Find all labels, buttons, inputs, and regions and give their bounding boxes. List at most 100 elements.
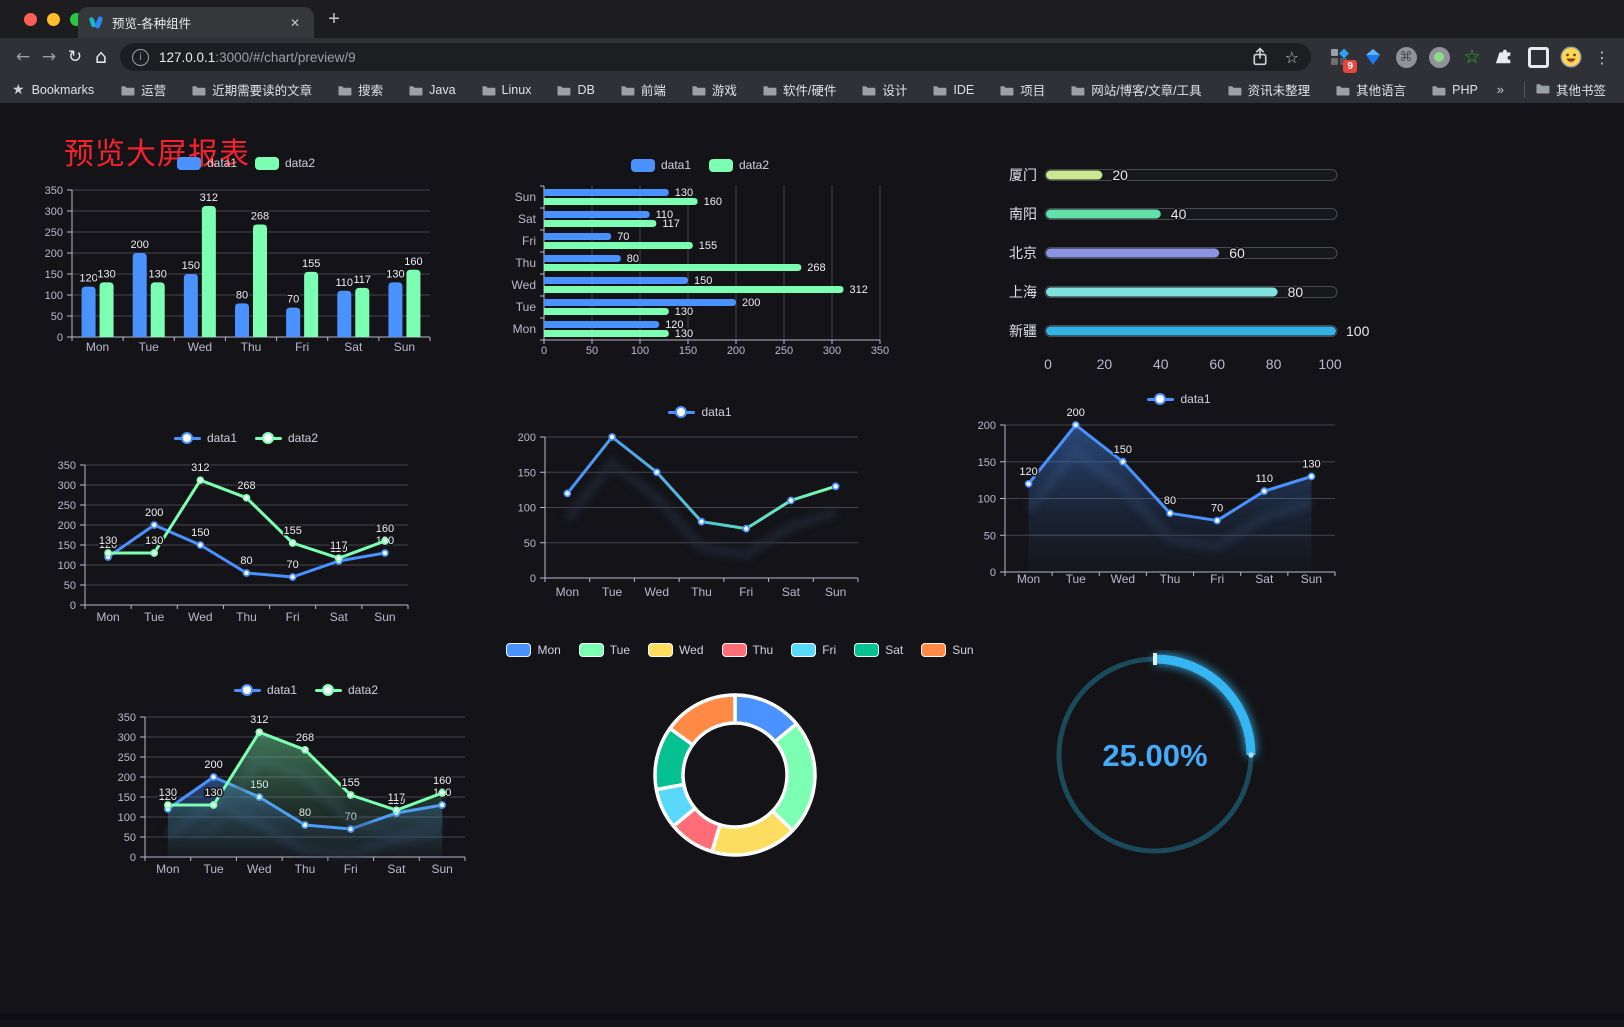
week-donut-legend-Sat[interactable]: Sat: [854, 643, 903, 657]
svg-text:80: 80: [236, 289, 248, 301]
bookmark-folder-10[interactable]: IDE: [932, 83, 974, 97]
bookmark-folder-label: 搜索: [358, 84, 384, 98]
url-text[interactable]: 127.0.0.1:3000/#/chart/preview/9: [159, 50, 356, 65]
svg-text:150: 150: [191, 527, 209, 539]
svg-text:130: 130: [204, 787, 222, 799]
emoji-extension-icon[interactable]: [1560, 46, 1582, 68]
close-window-button[interactable]: [24, 13, 37, 26]
bar-horizontal-canvas: 0 50 100 150 200 250 300 350 Mon Tue Wed Thu Fri Sat S…: [512, 185, 889, 357]
week-donut-legend-Sun[interactable]: Sun: [921, 643, 974, 657]
svg-text:200: 200: [131, 239, 149, 251]
bookmark-folder-1[interactable]: 近期需要读的文章: [191, 80, 312, 99]
bookmark-star-icon[interactable]: ☆: [1284, 47, 1299, 67]
bookmark-folder-0[interactable]: 运营: [120, 80, 166, 99]
bar-horizontal-legend-data1[interactable]: data1: [630, 158, 691, 172]
bookmark-folder-12[interactable]: 网站/博客/文章/工具: [1070, 80, 1202, 99]
site-info-icon[interactable]: i: [132, 48, 149, 66]
new-tab-button[interactable]: +: [328, 8, 340, 30]
legend-label: Sun: [952, 643, 974, 657]
bookmark-folder-2[interactable]: 搜索: [337, 80, 383, 99]
forward-icon[interactable]: →: [41, 47, 57, 67]
week-donut-legend-Thu[interactable]: Thu: [721, 643, 773, 657]
bookmark-folder-14[interactable]: 其他语言: [1335, 80, 1406, 99]
reload-icon[interactable]: ↻: [67, 47, 83, 67]
bookmark-folder-label: 资讯未整理: [1247, 84, 1311, 98]
share-icon[interactable]: [1251, 47, 1269, 67]
svg-text:70: 70: [287, 559, 299, 571]
bookmark-folder-label: PHP: [1452, 82, 1478, 97]
bookmark-folder-4[interactable]: Linux: [481, 83, 531, 97]
line-area-legend-data1[interactable]: data1: [1147, 392, 1211, 406]
bookmark-folder-9[interactable]: 设计: [861, 80, 907, 99]
week-donut-slice-Wed[interactable]: [710, 809, 795, 857]
bar-grouped-legend-data2[interactable]: data2: [255, 156, 315, 170]
bookmark-folder-8[interactable]: 软件/硬件: [762, 80, 836, 99]
svg-text:Fri: Fri: [295, 340, 309, 354]
puzzle-extensions-icon[interactable]: [1494, 46, 1516, 68]
tab-title: 预览-各种组件: [112, 17, 192, 31]
svg-text:Wed: Wed: [188, 340, 212, 354]
svg-text:80: 80: [1164, 495, 1176, 507]
bookmark-folder-6[interactable]: 前端: [620, 80, 666, 99]
line-area-legend: data1: [968, 392, 1390, 406]
week-donut-chart: Mon Tue Wed Thu Fri Sat Sun: [506, 635, 974, 927]
line-two-areas-legend-data2[interactable]: data2: [315, 683, 378, 697]
line-two-areas-legend-data1[interactable]: data1: [233, 683, 297, 697]
week-donut-legend-Wed[interactable]: Wed: [648, 643, 704, 657]
legend-label: Mon: [537, 643, 561, 657]
sidepanel-extension-icon[interactable]: [1527, 46, 1549, 68]
bookmark-folder-13[interactable]: 资讯未整理: [1227, 80, 1311, 99]
bookmark-folder-15[interactable]: PHP: [1431, 83, 1478, 97]
bar-grouped-legend-data1[interactable]: data1: [176, 156, 237, 170]
week-donut-legend-Mon[interactable]: Mon: [506, 643, 561, 657]
minimize-window-button[interactable]: [47, 13, 60, 26]
bookmark-folder-label: 项目: [1020, 84, 1046, 98]
svg-text:Mon: Mon: [1017, 572, 1040, 586]
bookmark-folder-11[interactable]: 项目: [999, 80, 1045, 99]
bar-horizontal-legend-data2[interactable]: data2: [709, 158, 769, 172]
bookmarks-star-icon[interactable]: ★: [12, 81, 25, 98]
other-bookmarks-folder[interactable]: 其他书签: [1535, 80, 1606, 99]
bookmark-folder-7[interactable]: 游戏: [691, 80, 737, 99]
svg-text:Wed: Wed: [645, 585, 669, 599]
svg-text:200: 200: [1067, 407, 1085, 419]
line-two-series-legend-data2[interactable]: data2: [255, 431, 318, 445]
week-donut-slice-Tue[interactable]: [770, 722, 817, 833]
command-extension-icon[interactable]: ⌘: [1395, 46, 1417, 68]
svg-text:200: 200: [727, 345, 745, 357]
svg-text:Sat: Sat: [518, 212, 537, 226]
bookmark-folder-3[interactable]: Java: [408, 83, 456, 97]
bookmark-folder-5[interactable]: DB: [556, 83, 595, 97]
page-title: 预览大屏报表: [64, 138, 250, 172]
extensions-area: 9 ⌘ ☆: [1329, 46, 1582, 73]
svg-text:120: 120: [665, 319, 683, 331]
svg-text:150: 150: [978, 457, 996, 469]
green-star-extension-icon[interactable]: ☆: [1463, 46, 1481, 68]
line-two-series-legend-data1[interactable]: data1: [173, 431, 237, 445]
svg-text:130: 130: [99, 535, 117, 547]
week-donut-legend-Tue[interactable]: Tue: [578, 643, 630, 657]
svg-text:0: 0: [990, 567, 996, 579]
back-icon[interactable]: ←: [15, 47, 31, 67]
svg-text:120: 120: [99, 539, 117, 551]
week-donut-slice-Sun[interactable]: [668, 693, 737, 747]
address-bar[interactable]: i 127.0.0.1:3000/#/chart/preview/9 ☆: [120, 43, 1311, 71]
svg-text:Sun: Sun: [825, 585, 846, 599]
home-icon[interactable]: ⌂: [94, 46, 108, 68]
gem-extension-icon[interactable]: [1362, 46, 1384, 68]
svg-text:Sun: Sun: [394, 340, 415, 354]
tab-close-icon[interactable]: ✕: [289, 15, 300, 30]
browser-menu-icon[interactable]: ⋮: [1594, 47, 1610, 67]
svg-text:50: 50: [51, 311, 63, 323]
recorder-extension-icon[interactable]: [1428, 46, 1450, 68]
svg-text:130: 130: [145, 535, 163, 547]
bookmarks-overflow-chevron[interactable]: »: [1496, 82, 1504, 97]
week-donut-legend-Fri[interactable]: Fri: [791, 643, 836, 657]
bookmark-folder-label: 前端: [640, 84, 666, 98]
svg-text:80: 80: [240, 555, 252, 567]
line-gradient-legend-data1[interactable]: data1: [668, 405, 732, 419]
svg-text:200: 200: [204, 759, 222, 771]
browser-tab[interactable]: 预览-各种组件 ✕: [78, 7, 314, 38]
bookmarks-label[interactable]: Bookmarks: [31, 82, 95, 97]
vue-devtools-icon[interactable]: 9: [1329, 46, 1357, 73]
